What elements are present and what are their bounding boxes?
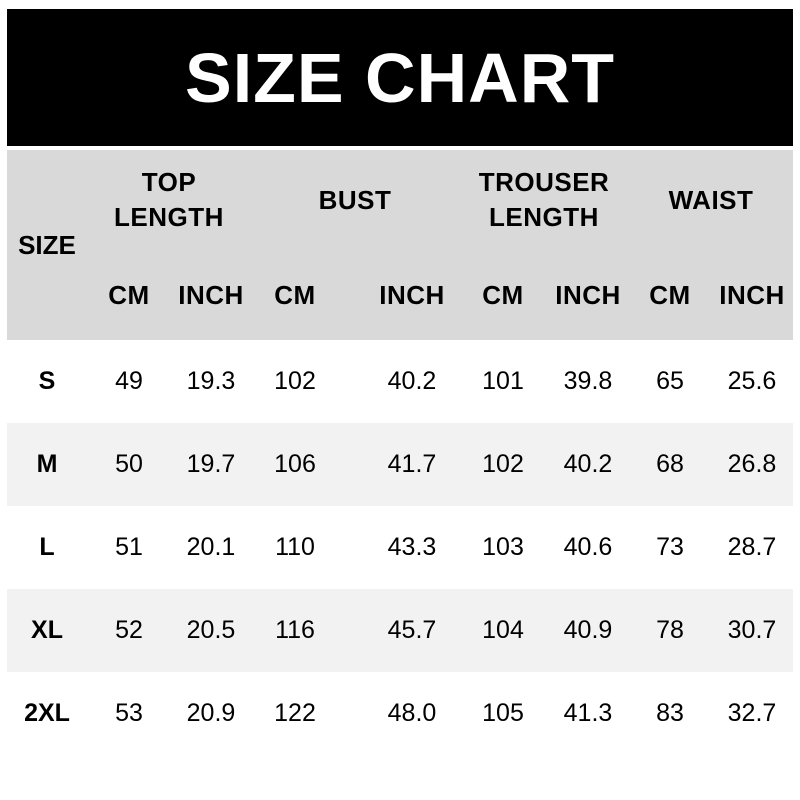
value-cell: 43.3 bbox=[387, 533, 437, 561]
column-header-line: TOP bbox=[141, 167, 197, 197]
value-cell: 52 bbox=[115, 616, 143, 644]
value-cell: 50 bbox=[115, 450, 143, 478]
unit-header-bust-cm: CM bbox=[274, 279, 316, 310]
title-banner: SIZE CHART bbox=[7, 9, 793, 146]
value-cell: 68 bbox=[656, 450, 684, 478]
unit-header-trouser-length-inch: INCH bbox=[555, 279, 621, 310]
value-cell: 19.7 bbox=[186, 450, 236, 478]
value-cell: 73 bbox=[656, 533, 684, 561]
value-cell: 78 bbox=[656, 616, 684, 644]
size-cell: 2XL bbox=[24, 699, 70, 727]
value-cell: 106 bbox=[274, 450, 316, 478]
value-cell: 104 bbox=[482, 616, 524, 644]
column-header-line: TROUSER bbox=[478, 167, 610, 197]
unit-header-trouser-length-cm: CM bbox=[482, 279, 524, 310]
column-header-line: BUST bbox=[318, 184, 392, 215]
value-cell: 40.9 bbox=[563, 616, 613, 644]
value-cell: 49 bbox=[115, 367, 143, 395]
value-cell: 53 bbox=[115, 699, 143, 727]
size-cell: XL bbox=[31, 616, 63, 644]
column-header-trouser-length: TROUSER LENGTH bbox=[459, 150, 629, 250]
value-cell: 20.1 bbox=[186, 533, 236, 561]
table-row-2xl: 2XL 53 20.9 122 48.0 105 41.3 83 32.7 bbox=[7, 672, 793, 755]
value-cell: 20.9 bbox=[186, 699, 236, 727]
value-cell: 101 bbox=[482, 367, 524, 395]
column-header-bust: BUST bbox=[251, 150, 459, 250]
column-header-waist: WAIST bbox=[629, 150, 793, 250]
value-cell: 45.7 bbox=[387, 616, 437, 644]
value-cell: 40.2 bbox=[563, 450, 613, 478]
value-cell: 83 bbox=[656, 699, 684, 727]
value-cell: 105 bbox=[482, 699, 524, 727]
unit-header-waist-cm: CM bbox=[649, 279, 691, 310]
value-cell: 122 bbox=[274, 699, 316, 727]
value-cell: 116 bbox=[275, 616, 315, 644]
value-cell: 103 bbox=[482, 533, 524, 561]
value-cell: 39.8 bbox=[563, 367, 613, 395]
value-cell: 32.7 bbox=[727, 699, 777, 727]
value-cell: 28.7 bbox=[727, 533, 777, 561]
value-cell: 30.7 bbox=[727, 616, 777, 644]
table-header: SIZE TOP LENGTH BUST TROUSER LENGTH WAIS… bbox=[7, 150, 793, 340]
value-cell: 51 bbox=[115, 533, 143, 561]
value-cell: 110 bbox=[275, 533, 315, 561]
page-title: SIZE CHART bbox=[185, 38, 615, 117]
value-cell: 65 bbox=[656, 367, 684, 395]
value-cell: 102 bbox=[274, 367, 316, 395]
size-cell: M bbox=[36, 450, 58, 478]
table-body: S 49 19.3 102 40.2 101 39.8 65 25.6 M 50… bbox=[7, 340, 793, 755]
table-row-l: L 51 20.1 110 43.3 103 40.6 73 28.7 bbox=[7, 506, 793, 589]
table-row-xl: XL 52 20.5 116 45.7 104 40.9 78 30.7 bbox=[7, 589, 793, 672]
value-cell: 26.8 bbox=[727, 450, 777, 478]
value-cell: 25.6 bbox=[727, 367, 777, 395]
value-cell: 19.3 bbox=[186, 367, 236, 395]
column-header-top-length: TOP LENGTH bbox=[87, 150, 251, 250]
value-cell: 41.7 bbox=[387, 450, 437, 478]
value-cell: 20.5 bbox=[186, 616, 236, 644]
unit-header-bust-inch: INCH bbox=[379, 279, 445, 310]
column-header-line: WAIST bbox=[668, 184, 754, 215]
unit-header-waist-inch: INCH bbox=[719, 279, 785, 310]
table-row-s: S 49 19.3 102 40.2 101 39.8 65 25.6 bbox=[7, 340, 793, 423]
column-header-line: LENGTH bbox=[114, 202, 224, 232]
unit-header-top-length-inch: INCH bbox=[178, 279, 244, 310]
value-cell: 40.6 bbox=[563, 533, 613, 561]
value-cell: 40.2 bbox=[387, 367, 437, 395]
column-header-size: SIZE bbox=[18, 229, 76, 260]
value-cell: 41.3 bbox=[563, 699, 613, 727]
value-cell: 102 bbox=[482, 450, 524, 478]
size-cell: L bbox=[39, 533, 55, 561]
column-header-line: LENGTH bbox=[489, 202, 599, 232]
unit-header-top-length-cm: CM bbox=[108, 279, 150, 310]
value-cell: 48.0 bbox=[387, 699, 437, 727]
size-cell: S bbox=[38, 367, 56, 395]
table-row-m: M 50 19.7 106 41.7 102 40.2 68 26.8 bbox=[7, 423, 793, 506]
